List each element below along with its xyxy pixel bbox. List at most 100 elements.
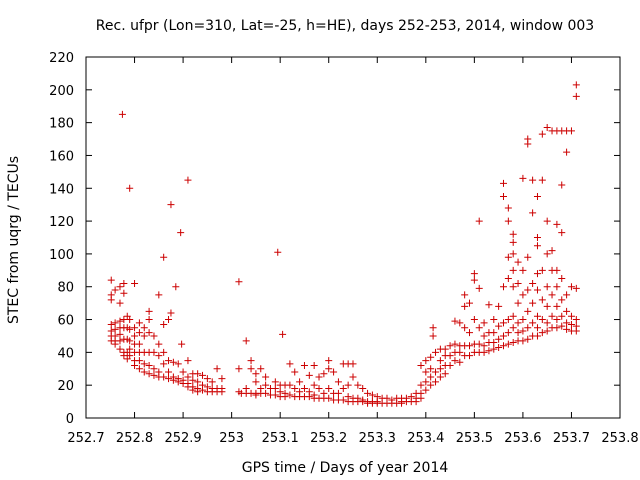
data-point-marker: [274, 248, 282, 256]
data-point-marker: [150, 365, 158, 373]
data-point-marker: [359, 384, 367, 392]
data-point-marker: [519, 327, 527, 335]
data-point-marker: [563, 319, 571, 327]
data-point-marker: [145, 361, 153, 369]
data-point-marker: [218, 388, 226, 396]
data-point-marker: [422, 357, 430, 365]
data-points: [107, 81, 580, 407]
data-point-marker: [567, 127, 575, 135]
data-point-marker: [524, 253, 532, 261]
data-point-marker: [120, 279, 128, 287]
data-point-marker: [213, 365, 221, 373]
data-point-marker: [529, 209, 537, 217]
data-point-marker: [466, 352, 474, 360]
data-point-marker: [538, 329, 546, 337]
data-point-marker: [441, 370, 449, 378]
data-point-marker: [184, 176, 192, 184]
y-axis: 0 20 40 60 80 100 120 140 160 180 200 220: [49, 51, 620, 427]
data-point-marker: [558, 275, 566, 283]
data-point-marker: [533, 192, 541, 200]
data-point-marker: [490, 339, 498, 347]
data-point-marker: [446, 361, 454, 369]
data-point-marker: [432, 368, 440, 376]
data-point-marker: [160, 320, 168, 328]
data-point-marker: [529, 279, 537, 287]
data-point-marker: [475, 324, 483, 332]
data-point-marker: [563, 148, 571, 156]
data-point-marker: [107, 276, 115, 284]
data-point-marker: [436, 357, 444, 365]
x-tick-label: 252.9: [164, 431, 201, 446]
data-point-marker: [543, 283, 551, 291]
data-point-marker: [470, 270, 478, 278]
data-point-marker: [446, 352, 454, 360]
data-point-marker: [533, 270, 541, 278]
data-point-marker: [160, 253, 168, 261]
data-point-marker: [281, 393, 289, 401]
x-axis: 252.7 252.8 252.9 253 253.1 253.2 253.3 253.4 25…: [67, 57, 639, 446]
data-point-marker: [111, 319, 119, 327]
data-point-marker: [461, 324, 469, 332]
data-point-marker: [456, 319, 464, 327]
data-point-marker: [475, 284, 483, 292]
data-point-marker: [145, 307, 153, 315]
data-point-marker: [325, 384, 333, 392]
data-point-marker: [543, 302, 551, 310]
data-point-marker: [165, 375, 173, 383]
data-point-marker: [305, 393, 313, 401]
data-point-marker: [310, 381, 318, 389]
data-point-marker: [499, 179, 507, 187]
x-axis-title: GPS time / Days of year 2014: [242, 460, 449, 476]
data-point-marker: [558, 229, 566, 237]
data-point-marker: [490, 329, 498, 337]
data-point-marker: [291, 368, 299, 376]
data-point-marker: [194, 388, 202, 396]
x-tick-label: 252.7: [67, 431, 104, 446]
data-point-marker: [364, 389, 372, 397]
data-point-marker: [485, 347, 493, 355]
data-point-marker: [519, 174, 527, 182]
data-point-marker: [499, 332, 507, 340]
data-point-marker: [422, 378, 430, 386]
data-point-marker: [189, 376, 197, 384]
data-point-marker: [432, 378, 440, 386]
data-point-marker: [533, 312, 541, 320]
data-point-marker: [118, 110, 126, 118]
data-point-marker: [529, 319, 537, 327]
data-point-marker: [252, 370, 260, 378]
data-point-marker: [417, 361, 425, 369]
data-point-marker: [262, 381, 270, 389]
data-point-marker: [116, 317, 124, 325]
data-point-marker: [422, 386, 430, 394]
data-point-marker: [131, 279, 139, 287]
data-point-marker: [466, 342, 474, 350]
data-point-marker: [177, 229, 185, 237]
data-point-marker: [286, 360, 294, 368]
data-point-marker: [235, 278, 243, 286]
data-point-marker: [174, 378, 182, 386]
data-point-marker: [553, 316, 561, 324]
data-point-marker: [131, 332, 139, 340]
data-point-marker: [558, 181, 566, 189]
data-point-marker: [514, 319, 522, 327]
data-point-marker: [519, 337, 527, 345]
data-point-marker: [441, 345, 449, 353]
data-point-marker: [495, 322, 503, 330]
data-point-marker: [490, 345, 498, 353]
data-point-marker: [126, 316, 134, 324]
data-point-marker: [529, 176, 537, 184]
data-point-marker: [451, 317, 459, 325]
data-point-marker: [165, 357, 173, 365]
y-tick-label: 40: [57, 346, 74, 361]
data-point-marker: [131, 324, 139, 332]
data-point-marker: [533, 332, 541, 340]
data-point-marker: [135, 357, 143, 365]
data-point-marker: [509, 238, 517, 246]
data-point-marker: [140, 324, 148, 332]
data-point-marker: [135, 340, 143, 348]
data-point-marker: [242, 337, 250, 345]
data-point-marker: [509, 230, 517, 238]
data-point-marker: [563, 307, 571, 315]
data-point-marker: [330, 368, 338, 376]
